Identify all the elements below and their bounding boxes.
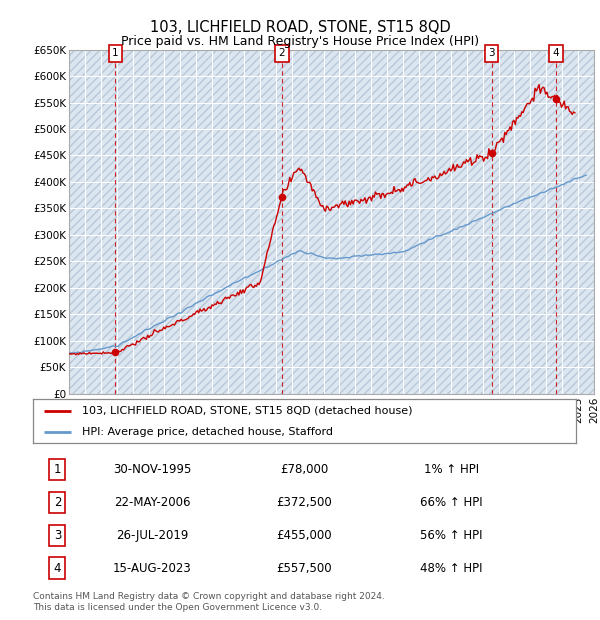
Text: 1: 1 bbox=[112, 48, 119, 58]
Text: £78,000: £78,000 bbox=[280, 463, 329, 476]
Text: 1: 1 bbox=[53, 463, 61, 476]
Text: 3: 3 bbox=[488, 48, 495, 58]
Text: 2: 2 bbox=[53, 496, 61, 509]
Text: HPI: Average price, detached house, Stafford: HPI: Average price, detached house, Staf… bbox=[82, 427, 333, 437]
Text: 103, LICHFIELD ROAD, STONE, ST15 8QD: 103, LICHFIELD ROAD, STONE, ST15 8QD bbox=[149, 20, 451, 35]
Text: 103, LICHFIELD ROAD, STONE, ST15 8QD (detached house): 103, LICHFIELD ROAD, STONE, ST15 8QD (de… bbox=[82, 405, 412, 416]
Text: £455,000: £455,000 bbox=[277, 529, 332, 542]
Text: 48% ↑ HPI: 48% ↑ HPI bbox=[420, 562, 482, 575]
Text: £557,500: £557,500 bbox=[277, 562, 332, 575]
Text: 26-JUL-2019: 26-JUL-2019 bbox=[116, 529, 188, 542]
Text: 22-MAY-2006: 22-MAY-2006 bbox=[114, 496, 191, 509]
Text: 4: 4 bbox=[53, 562, 61, 575]
Text: 2: 2 bbox=[278, 48, 285, 58]
Text: Price paid vs. HM Land Registry's House Price Index (HPI): Price paid vs. HM Land Registry's House … bbox=[121, 35, 479, 48]
Text: 3: 3 bbox=[54, 529, 61, 542]
Text: 56% ↑ HPI: 56% ↑ HPI bbox=[420, 529, 482, 542]
Text: 15-AUG-2023: 15-AUG-2023 bbox=[113, 562, 192, 575]
Text: 1% ↑ HPI: 1% ↑ HPI bbox=[424, 463, 479, 476]
Text: 4: 4 bbox=[553, 48, 559, 58]
Text: 30-NOV-1995: 30-NOV-1995 bbox=[113, 463, 191, 476]
Text: Contains HM Land Registry data © Crown copyright and database right 2024.
This d: Contains HM Land Registry data © Crown c… bbox=[33, 592, 385, 611]
Text: £372,500: £372,500 bbox=[277, 496, 332, 509]
Text: 66% ↑ HPI: 66% ↑ HPI bbox=[420, 496, 482, 509]
